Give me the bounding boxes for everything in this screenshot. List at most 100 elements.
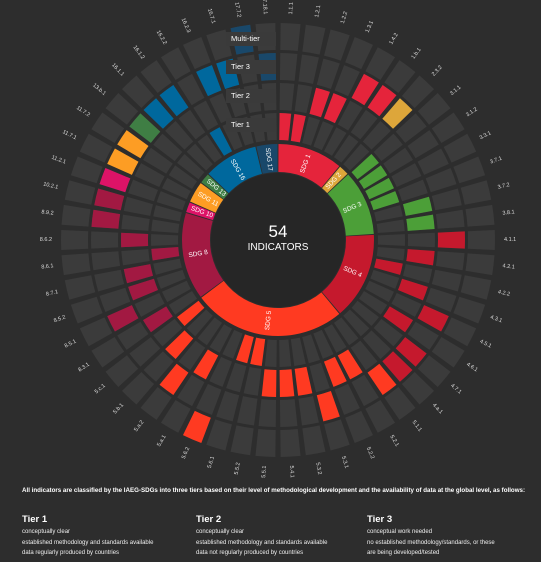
indicator-bar	[397, 278, 428, 301]
tier-slot	[365, 280, 394, 303]
indicator-label: 11.2.1	[51, 155, 67, 166]
tier-3-line: conceptual work needed	[367, 529, 433, 535]
indicator-label: 5.4.1	[288, 465, 295, 478]
tier-slot	[140, 60, 172, 93]
tier-slot	[140, 387, 172, 420]
tier-slot	[279, 53, 298, 81]
tier-slot	[373, 133, 403, 162]
tier-slot	[156, 191, 186, 211]
indicator-bar	[123, 264, 154, 284]
tier-1-line: established methodology and standards av…	[22, 539, 154, 546]
indicator-bar	[351, 73, 379, 106]
indicator-label: 17.18.1	[261, 0, 268, 15]
goal-segment	[321, 234, 375, 314]
tier-slot	[435, 209, 465, 229]
tier-slot	[206, 29, 232, 61]
indicator-bar	[121, 232, 149, 248]
tier-slot	[370, 269, 400, 289]
tier-3-line: are being developed/tested	[367, 550, 440, 556]
tier-slot	[230, 425, 254, 456]
tier-slot	[374, 205, 403, 222]
tier-key-2-box	[226, 89, 276, 103]
tier-slot	[123, 196, 154, 216]
indicator-bar	[209, 127, 233, 156]
tier-slot	[121, 214, 150, 231]
goal-segment	[256, 144, 278, 174]
tier-slot	[334, 65, 360, 97]
tier-slot	[197, 134, 223, 163]
indicator-bar	[290, 114, 306, 143]
tier-slot	[377, 234, 406, 246]
goal-segment	[327, 174, 374, 236]
indicator-label: 8.5.2	[53, 314, 67, 324]
tier-slot	[153, 258, 182, 275]
indicator-label: 1.b.1	[411, 47, 423, 60]
indicator-label: 4.2.2	[497, 289, 510, 298]
tier-slot	[61, 253, 91, 276]
indicator-bar	[374, 258, 403, 275]
tier-3-block: Tier 3 conceptual work needed no establis…	[367, 514, 532, 559]
tier-key-1: Tier 1	[231, 120, 250, 129]
indicator-label: 8.6.2	[40, 237, 52, 243]
tier-slot	[61, 230, 89, 250]
indicator-bar	[337, 349, 363, 380]
tier-slot	[162, 177, 191, 200]
tier-slot	[391, 163, 422, 188]
tier-slot	[443, 317, 477, 347]
tier-slot	[160, 47, 191, 80]
tier-slot	[334, 383, 360, 415]
tier-slot	[350, 109, 378, 140]
indicator-bar	[99, 168, 131, 193]
tier-slot	[324, 419, 350, 451]
tier-slot	[323, 127, 347, 156]
indicator-bar	[323, 93, 347, 124]
indicator-bar	[323, 356, 347, 387]
tier-slot	[91, 337, 125, 368]
indicator-bar	[279, 369, 295, 397]
tier-slot	[383, 147, 413, 174]
tier-1-line: conceptually clear	[22, 529, 71, 535]
tier-slot	[333, 317, 359, 346]
indicator-bar	[143, 306, 173, 333]
indicator-label: 4.3.1	[489, 314, 503, 324]
tier-slot	[407, 321, 439, 350]
tier-slot	[209, 356, 233, 387]
indicator-label: 17.7.2	[233, 2, 242, 18]
tier-slot	[323, 324, 347, 353]
tier-slot	[168, 165, 198, 189]
indicator-bar	[128, 278, 159, 301]
tier-slot	[407, 232, 435, 248]
indicator-bar	[365, 177, 394, 200]
indicator-label: 16.2.2	[155, 30, 168, 46]
tier-slot	[373, 318, 403, 347]
tier-slot	[391, 292, 422, 317]
tier-slot	[91, 231, 119, 249]
indicator-label: 8.9.2	[41, 209, 54, 216]
indicator-label: 8.5.1	[64, 339, 78, 350]
tier-slot	[264, 339, 277, 367]
indicator-label: 16.1.1	[110, 62, 125, 77]
tier-2-line: conceptually clear	[196, 529, 245, 535]
tier-key-1-box	[226, 118, 276, 132]
tier-slot	[290, 337, 306, 366]
tier-slot	[384, 387, 416, 420]
indicator-label: 1.2.1	[314, 5, 322, 18]
tier-slot	[417, 355, 451, 387]
tier-slot	[401, 75, 435, 108]
tier-slot	[443, 133, 477, 163]
indicator-label: 2.3.2	[431, 65, 444, 78]
tier-slot	[64, 180, 96, 205]
tier-slot	[302, 24, 326, 55]
tier-slot	[362, 120, 391, 150]
indicator-bar	[316, 391, 340, 422]
tier-slot	[243, 366, 262, 396]
tier-slot	[351, 300, 379, 327]
tier-slot	[128, 179, 159, 202]
tier-slot	[460, 180, 492, 205]
tier-slot	[316, 58, 340, 89]
indicator-bar	[382, 98, 413, 129]
indicator-bar	[165, 330, 194, 360]
indicator-label: 5.a.1	[156, 434, 167, 448]
tier-slot	[91, 112, 125, 143]
